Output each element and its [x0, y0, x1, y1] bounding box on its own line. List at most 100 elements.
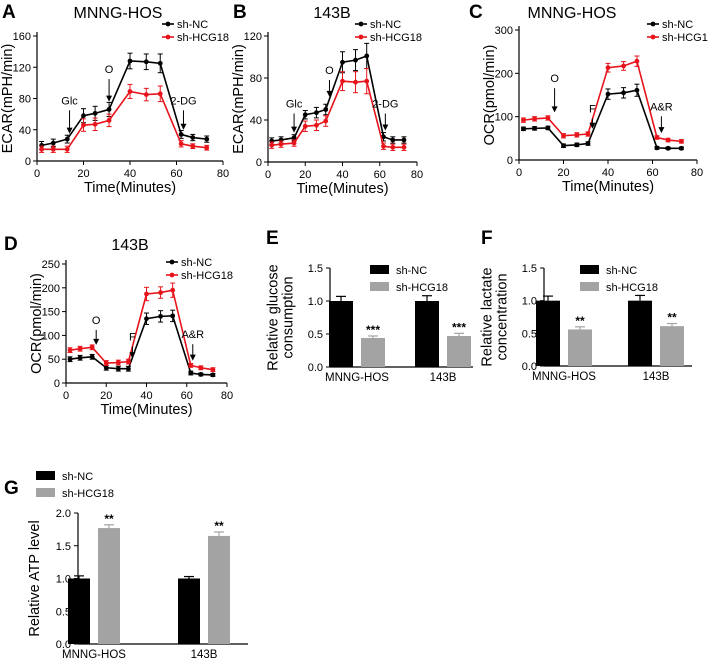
arrow-head-icon [658, 127, 665, 134]
bar-sh-hcg18 [361, 337, 385, 367]
legend-label: sh-NC [396, 265, 427, 277]
data-point [521, 117, 526, 123]
data-point [621, 90, 626, 96]
x-tick-label: 60 [170, 168, 182, 180]
panel-letter: C [469, 2, 483, 23]
data-point [77, 346, 83, 352]
data-point [291, 135, 297, 141]
y-axis-label: Relative glucose [266, 264, 282, 370]
data-point [204, 145, 210, 151]
injection-annotation: O [105, 64, 114, 102]
injection-annotation: 2-DG [372, 99, 398, 131]
series-sh-nc [269, 42, 407, 145]
data-point [127, 89, 133, 94]
panel-a: A MNNG-HOS 0 40 80 120 160 0 20 40 60 80 Time(Minute… [0, 2, 229, 196]
data-point [198, 365, 204, 371]
panel-letter: E [266, 228, 279, 249]
data-point [323, 107, 329, 112]
y-tick-label: 0 [507, 155, 513, 167]
y-axis-label: Relative ATP level [27, 520, 43, 636]
arrow-head-icon [291, 126, 298, 133]
y-tick-label: 1.5 [308, 263, 323, 275]
data-point [353, 79, 358, 85]
data-point [679, 145, 684, 151]
annotation-label: A&R [650, 101, 673, 113]
y-axis-label: ECAR(mPH/min) [0, 44, 16, 154]
data-point [574, 132, 580, 138]
legend-label: sh-NC [370, 19, 401, 31]
data-point [106, 117, 112, 123]
panel-f: F 0.0 0.5 1.0 1.5 Relative lactate concentrati… [480, 228, 692, 383]
panel-c: C MNNG-HOS 0 100 200 300 0 20 40 60 80 Time(Minutes… [469, 2, 708, 195]
data-point [188, 370, 194, 376]
category-label: 143B [430, 372, 457, 384]
x-tick-label: 0 [34, 168, 40, 180]
panel-letter: B [233, 2, 247, 23]
x-tick-label: 20 [557, 167, 569, 179]
data-point [67, 356, 73, 362]
data-point [269, 142, 275, 148]
data-point [561, 143, 566, 149]
bar-sh-hcg18 [447, 335, 471, 367]
data-point [125, 366, 131, 372]
legend-marker [169, 259, 175, 265]
data-point [302, 123, 308, 129]
annotation-label: A&R [181, 329, 204, 341]
data-point [390, 137, 396, 143]
y-axis-label: OCR(pmol/min) [29, 273, 45, 374]
data-point [302, 112, 308, 118]
y-tick-label: 250 [42, 259, 60, 271]
legend-swatch [36, 471, 55, 480]
arrow-head-icon [93, 338, 100, 345]
y-tick-label: 40 [19, 125, 31, 137]
panel-d: D 143B 0 50 100 150 200 250 0 20 40 60 80 Time(Minute… [4, 234, 233, 418]
annotation-label: Glc [61, 95, 78, 107]
significance-label: ** [104, 512, 114, 526]
y-tick-label: 120 [13, 62, 31, 74]
series-sh-hcg18 [269, 68, 407, 151]
x-tick-label: 60 [374, 169, 386, 181]
data-point [634, 58, 640, 64]
data-point [92, 110, 98, 116]
y-tick-label: 0 [256, 157, 262, 169]
data-point [665, 137, 671, 143]
data-point [654, 145, 660, 151]
data-point [364, 78, 370, 84]
legend-label: sh-HCG18 [662, 32, 708, 44]
x-tick-label: 60 [181, 390, 193, 402]
x-tick-label: 20 [100, 390, 112, 402]
data-point [545, 115, 551, 121]
legend-label: sh-NC [181, 257, 212, 269]
data-point [401, 137, 407, 143]
data-point [50, 146, 56, 152]
data-point [77, 355, 83, 361]
data-point [81, 113, 86, 119]
x-tick-label: 40 [124, 168, 136, 180]
legend-swatch [580, 282, 599, 291]
data-point [125, 359, 131, 364]
annotation-label: O [92, 315, 101, 327]
panel-letter: G [4, 478, 19, 499]
legend-marker [165, 21, 171, 27]
y-axis-label: OCR(pmol/min) [482, 45, 498, 146]
y-tick-label: 40 [250, 115, 262, 127]
y-tick-label: 0.0 [56, 639, 71, 651]
legend-swatch [580, 265, 599, 274]
y-tick-label: 100 [495, 112, 513, 124]
y-tick-label: 200 [42, 283, 60, 295]
data-point [665, 145, 671, 151]
y-tick-label: 160 [13, 31, 31, 43]
data-point [401, 144, 407, 150]
bar-sh-hcg18 [568, 329, 592, 366]
data-point [115, 366, 121, 372]
legend-marker [165, 34, 171, 40]
arrow-head-icon [589, 122, 596, 129]
panel-letter: F [481, 228, 493, 249]
